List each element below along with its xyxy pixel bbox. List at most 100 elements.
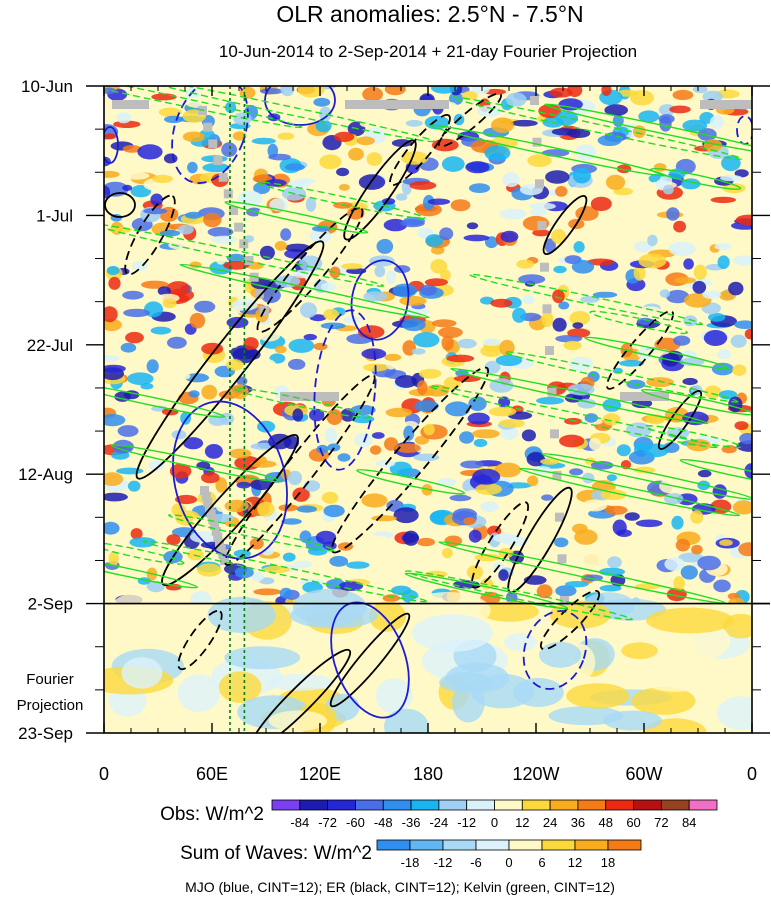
obs-anomaly-blob: [123, 308, 150, 318]
obs-anomaly-blob: [104, 170, 120, 178]
obs-anomaly-blob: [474, 553, 501, 562]
obs-anomaly-blob: [709, 115, 724, 129]
obs-anomaly-blob: [108, 551, 119, 567]
missing-data-mark: [352, 100, 362, 109]
obs-anomaly-blob: [386, 270, 397, 285]
obs-anomaly-blob: [619, 360, 645, 367]
obs-anomaly-blob: [288, 338, 315, 353]
obs-anomaly-blob: [366, 152, 383, 166]
obs-anomaly-blob: [516, 259, 535, 269]
obs-anomaly-blob: [192, 517, 210, 525]
obs-anomaly-blob: [714, 243, 732, 251]
missing-data-mark: [345, 100, 354, 109]
projection-anomaly-blob: [539, 641, 582, 668]
obs-anomaly-blob: [249, 537, 264, 550]
obs-anomaly-blob: [482, 338, 501, 347]
obs-anomaly-blob: [260, 546, 274, 556]
colorbar-tick-label: -12: [457, 815, 476, 830]
obs-anomaly-blob: [384, 437, 399, 451]
obs-anomaly-blob: [123, 171, 150, 180]
x-tick-label: 120E: [299, 764, 341, 784]
obs-anomaly-blob: [395, 443, 421, 453]
obs-anomaly-blob: [473, 438, 488, 448]
obs-anomaly-blob: [441, 156, 465, 172]
obs-anomaly-blob: [296, 505, 317, 513]
obs-anomaly-blob: [505, 92, 527, 107]
obs-anomaly-blob: [588, 437, 601, 451]
obs-anomaly-blob: [498, 569, 509, 581]
obs-anomaly-blob: [112, 439, 134, 454]
obs-anomaly-blob: [549, 87, 573, 98]
obs-anomaly-blob: [392, 283, 418, 298]
obs-anomaly-blob: [468, 183, 491, 194]
kelvin-contour: [224, 200, 369, 234]
obs-anomaly-blob: [288, 358, 306, 370]
obs-anomaly-blob: [401, 318, 426, 332]
colorbar-swatch: [660, 799, 690, 811]
er-contour: [124, 194, 176, 276]
obs-anomaly-blob: [643, 348, 670, 356]
obs-anomaly-blob: [196, 563, 222, 577]
obs-anomaly-blob: [464, 112, 485, 122]
colorbar-tick-label: -6: [470, 855, 482, 870]
obs-anomaly-blob: [194, 300, 216, 313]
kelvin-contour: [143, 540, 428, 603]
obs-anomaly-blob: [419, 284, 438, 296]
y-tick-label: 23-Sep: [18, 724, 73, 743]
obs-anomaly-blob: [371, 515, 397, 522]
obs-anomaly-blob: [449, 494, 472, 502]
y-tick-label: 1-Jul: [36, 206, 73, 225]
obs-anomaly-blob: [413, 332, 440, 348]
obs-anomaly-blob: [511, 119, 538, 127]
obs-anomaly-blob: [502, 536, 529, 546]
obs-anomaly-blob: [285, 163, 305, 171]
missing-data-mark: [550, 429, 559, 439]
obs-anomaly-blob: [553, 265, 567, 274]
missing-data-mark: [208, 515, 218, 525]
obs-anomaly-blob: [558, 98, 583, 111]
obs-anomaly-blob: [710, 196, 736, 204]
missing-data-mark: [360, 100, 370, 109]
kelvin-contour: [584, 336, 730, 370]
obs-anomaly-blob: [450, 199, 471, 212]
y-tick-label: 2-Sep: [28, 595, 73, 614]
er-contour: [539, 589, 601, 651]
obs-anomaly-blob: [414, 400, 439, 412]
obs-anomaly-blob: [419, 368, 442, 379]
obs-anomaly-blob: [207, 227, 234, 237]
missing-data-mark: [532, 137, 542, 147]
colorbar-tick-label: 48: [599, 815, 613, 830]
obs-anomaly-blob: [529, 202, 556, 210]
obs-anomaly-blob: [738, 542, 752, 557]
obs-anomaly-blob: [292, 408, 304, 422]
projection-anomaly-blob: [566, 683, 630, 709]
missing-data-mark: [208, 139, 218, 149]
obs-anomaly-blob: [662, 352, 680, 367]
obs-anomaly-blob: [708, 312, 726, 322]
obs-anomaly-blob: [297, 86, 325, 98]
obs-anomaly-blob: [431, 319, 457, 328]
colorbar-tick-label: -24: [429, 815, 448, 830]
obs-anomaly-blob: [484, 145, 511, 161]
mjo-contour: [171, 86, 249, 184]
obs-anomaly-blob: [170, 372, 191, 381]
obs-anomaly-blob: [384, 86, 406, 96]
obs-anomaly-blob: [529, 208, 547, 217]
obs-anomaly-blob: [189, 312, 206, 329]
projection-anomaly-blob: [621, 642, 658, 660]
colorbar-tick-label: 0: [491, 815, 498, 830]
obs-anomaly-blob: [287, 470, 302, 486]
obs-anomaly-blob: [348, 147, 364, 161]
plot-area: [104, 86, 752, 733]
missing-data-mark: [384, 100, 394, 109]
obs-anomaly-blob: [728, 281, 744, 296]
obs-anomaly-blob: [108, 276, 121, 290]
missing-data-mark: [743, 100, 752, 109]
obs-anomaly-blob: [446, 354, 475, 363]
obs-anomaly-blob: [674, 277, 696, 284]
obs-anomaly-blob: [467, 412, 490, 425]
kelvin-contour: [468, 273, 704, 326]
obs-anomaly-blob: [394, 375, 418, 388]
obs-anomaly-blob: [250, 479, 273, 490]
obs-anomaly-blob: [329, 266, 341, 279]
